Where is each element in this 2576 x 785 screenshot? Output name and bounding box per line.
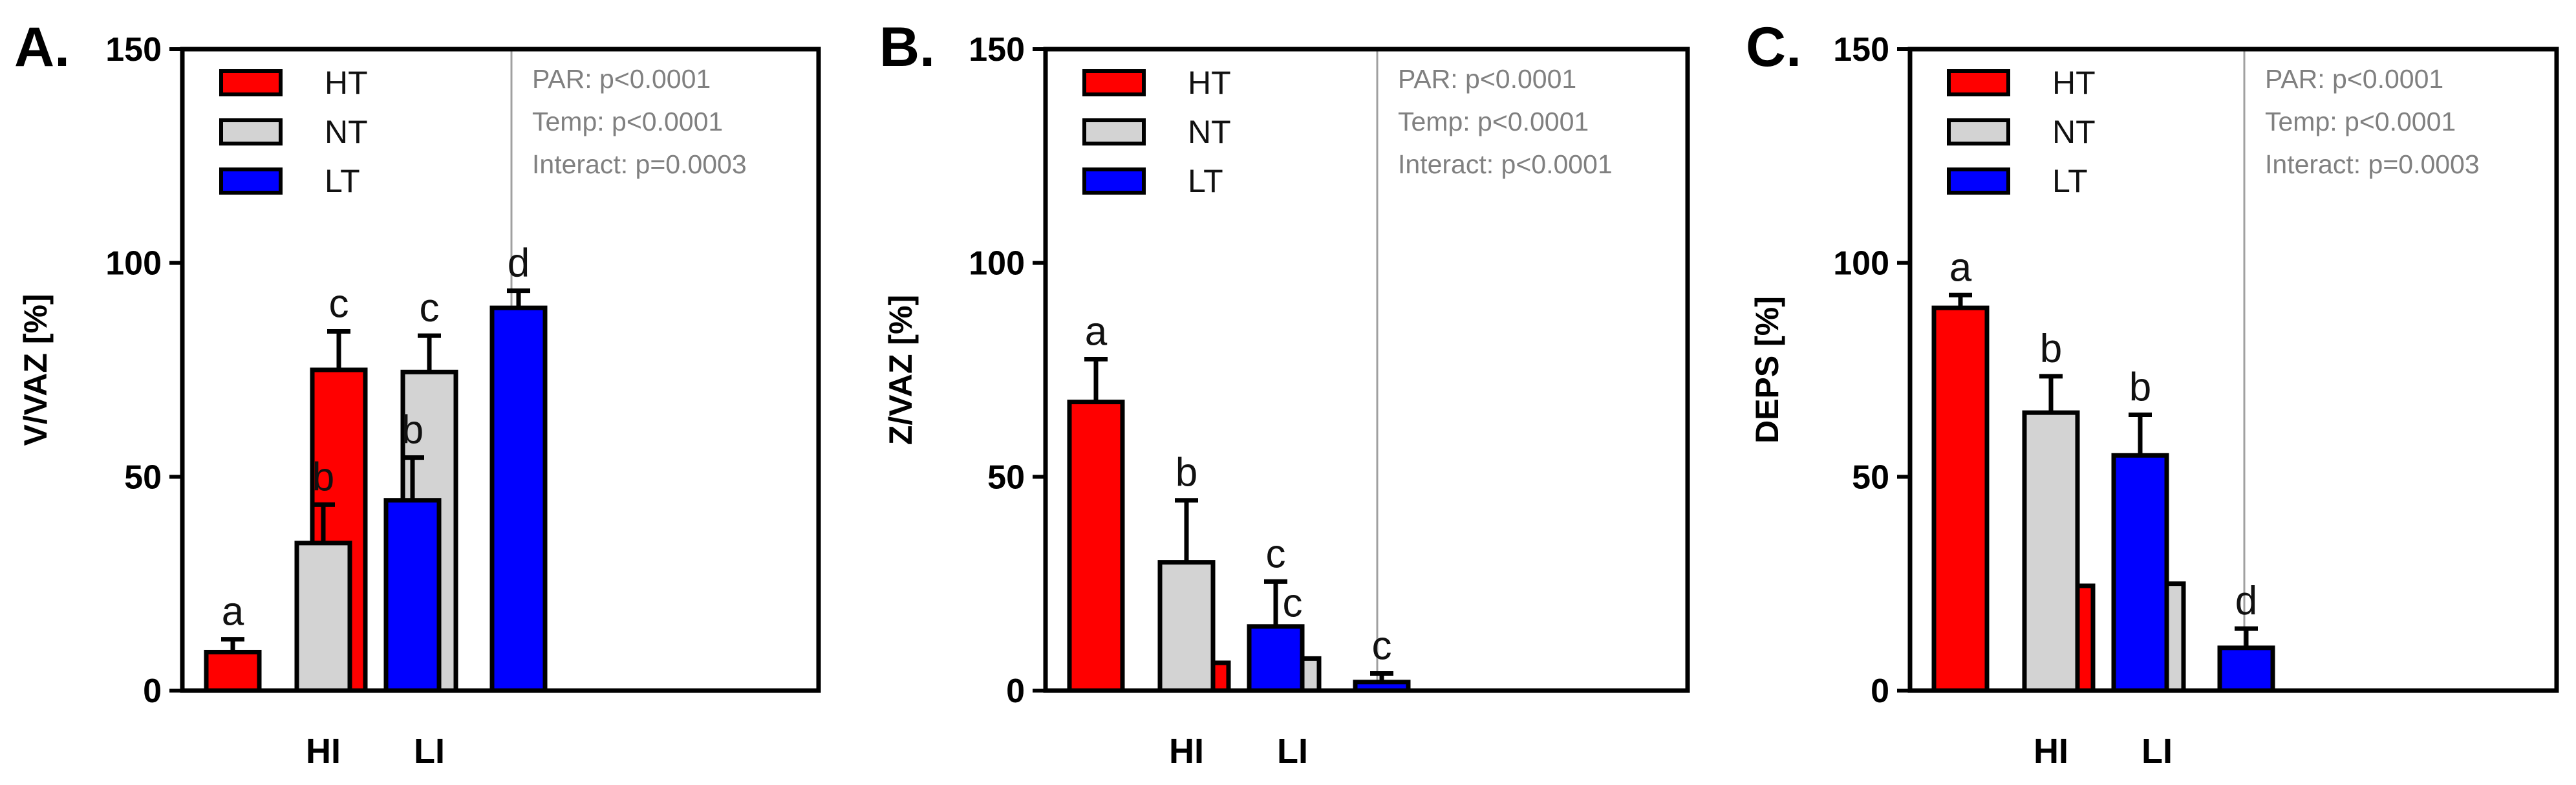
legend-swatch-ht bbox=[1947, 69, 2010, 96]
x-category-label: LI bbox=[1277, 732, 1308, 771]
chart-panel-3: C.DEPS [%]050100150acbcbdHILIHTNTLTPAR: … bbox=[1746, 16, 2559, 771]
bar-nt-hi bbox=[2022, 410, 2080, 693]
significance-letter: c bbox=[1372, 624, 1392, 669]
plot-frame bbox=[1907, 47, 2559, 693]
legend-label: LT bbox=[1188, 163, 1223, 199]
plot-frame bbox=[180, 47, 821, 693]
x-category-label: HI bbox=[306, 732, 341, 771]
bar-lt-li bbox=[489, 305, 548, 693]
significance-letter: c bbox=[1266, 532, 1286, 576]
legend-label: HT bbox=[1188, 65, 1231, 101]
legend-label: HT bbox=[2052, 65, 2096, 101]
plot-frame bbox=[1043, 47, 1690, 693]
x-category-label: LI bbox=[414, 732, 445, 771]
significance-letter: a bbox=[1949, 245, 1972, 290]
legend-label: NT bbox=[325, 114, 368, 150]
significance-letter: c bbox=[1283, 581, 1303, 625]
x-category-label: HI bbox=[2034, 732, 2068, 771]
bar-ht-hi bbox=[204, 649, 262, 693]
y-tick-label: 0 bbox=[143, 672, 162, 710]
legend-swatch-ht bbox=[1082, 69, 1146, 96]
legend-swatch-nt bbox=[1947, 118, 2010, 145]
bar-ht-hi bbox=[1931, 305, 1990, 693]
significance-letter: a bbox=[1085, 309, 1108, 354]
legend-label: LT bbox=[325, 163, 360, 199]
significance-letter: c bbox=[420, 286, 440, 330]
stat-annotation: Interact: p=0.0003 bbox=[2265, 149, 2480, 179]
bar-ht-hi bbox=[1067, 400, 1125, 693]
y-axis-label: V/VAZ [%] bbox=[17, 294, 54, 446]
x-category-label: HI bbox=[1169, 732, 1204, 771]
y-axis-label: Z/VAZ [%] bbox=[883, 295, 919, 445]
y-tick-label: 50 bbox=[124, 458, 162, 496]
chart-panel-1: A. V/VAZ [%] 0 50 100 150 a c b c b d HI LI HT NT LT PAR:… bbox=[14, 16, 821, 771]
y-tick-label: 0 bbox=[1006, 672, 1025, 710]
significance-letter: c bbox=[329, 281, 349, 326]
legend-label: HT bbox=[325, 65, 368, 101]
bar-nt-hi bbox=[294, 541, 352, 693]
y-tick-label: 0 bbox=[1871, 672, 1889, 710]
significance-letter: d bbox=[508, 241, 530, 286]
y-tick-label: 150 bbox=[969, 31, 1025, 69]
stat-annotation: PAR: p<0.0001 bbox=[1398, 64, 1576, 94]
legend-label: NT bbox=[2052, 114, 2096, 150]
legend-label: LT bbox=[2052, 163, 2088, 199]
significance-letter: a bbox=[222, 590, 244, 634]
significance-letter: d bbox=[2235, 579, 2257, 623]
y-tick-label: 150 bbox=[105, 31, 162, 69]
y-axis-label: DEPS [%] bbox=[1749, 296, 1785, 444]
significance-letter: b bbox=[312, 455, 334, 499]
y-tick-label: 150 bbox=[1833, 31, 1889, 69]
significance-letter: b bbox=[1175, 451, 1197, 495]
stat-annotation: PAR: p<0.0001 bbox=[532, 64, 711, 94]
bar-nt-hi bbox=[1157, 560, 1216, 693]
panel-letter: A. bbox=[14, 16, 70, 78]
panel-letter: B. bbox=[879, 16, 935, 78]
legend-swatch-lt bbox=[1082, 167, 1146, 195]
legend-label: NT bbox=[1188, 114, 1231, 150]
stat-annotation: Interact: p=0.0003 bbox=[532, 149, 747, 179]
y-tick-label: 50 bbox=[987, 458, 1025, 496]
legend-swatch-lt bbox=[1947, 167, 2010, 195]
x-category-label: LI bbox=[2141, 732, 2173, 771]
stat-annotation: PAR: p<0.0001 bbox=[2265, 64, 2443, 94]
legend-swatch-lt bbox=[219, 167, 283, 195]
chart-panel-2: B.Z/VAZ [%]050100150acbcccHILIHTNTLTPAR:… bbox=[879, 16, 1690, 771]
y-tick-label: 100 bbox=[1833, 245, 1889, 283]
stat-annotation: Temp: p<0.0001 bbox=[1398, 107, 1589, 136]
legend-swatch-nt bbox=[1082, 118, 1146, 145]
panel-letter: C. bbox=[1746, 16, 1801, 78]
y-tick-label: 50 bbox=[1852, 458, 1889, 496]
bar-lt-hi bbox=[1247, 624, 1305, 693]
bar-lt-hi bbox=[383, 498, 442, 693]
y-tick-label: 100 bbox=[969, 245, 1025, 283]
stat-annotation: Temp: p<0.0001 bbox=[532, 107, 723, 136]
bar-lt-li bbox=[2217, 645, 2275, 693]
significance-letter: b bbox=[2129, 365, 2151, 409]
significance-letter: b bbox=[2040, 327, 2062, 371]
stat-annotation: Interact: p<0.0001 bbox=[1398, 149, 1613, 179]
legend-swatch-nt bbox=[219, 118, 283, 145]
y-tick-label: 100 bbox=[105, 245, 162, 283]
bar-lt-hi bbox=[2111, 453, 2169, 693]
stat-annotation: Temp: p<0.0001 bbox=[2265, 107, 2456, 136]
legend-swatch-ht bbox=[219, 69, 283, 96]
significance-letter: b bbox=[402, 408, 424, 453]
